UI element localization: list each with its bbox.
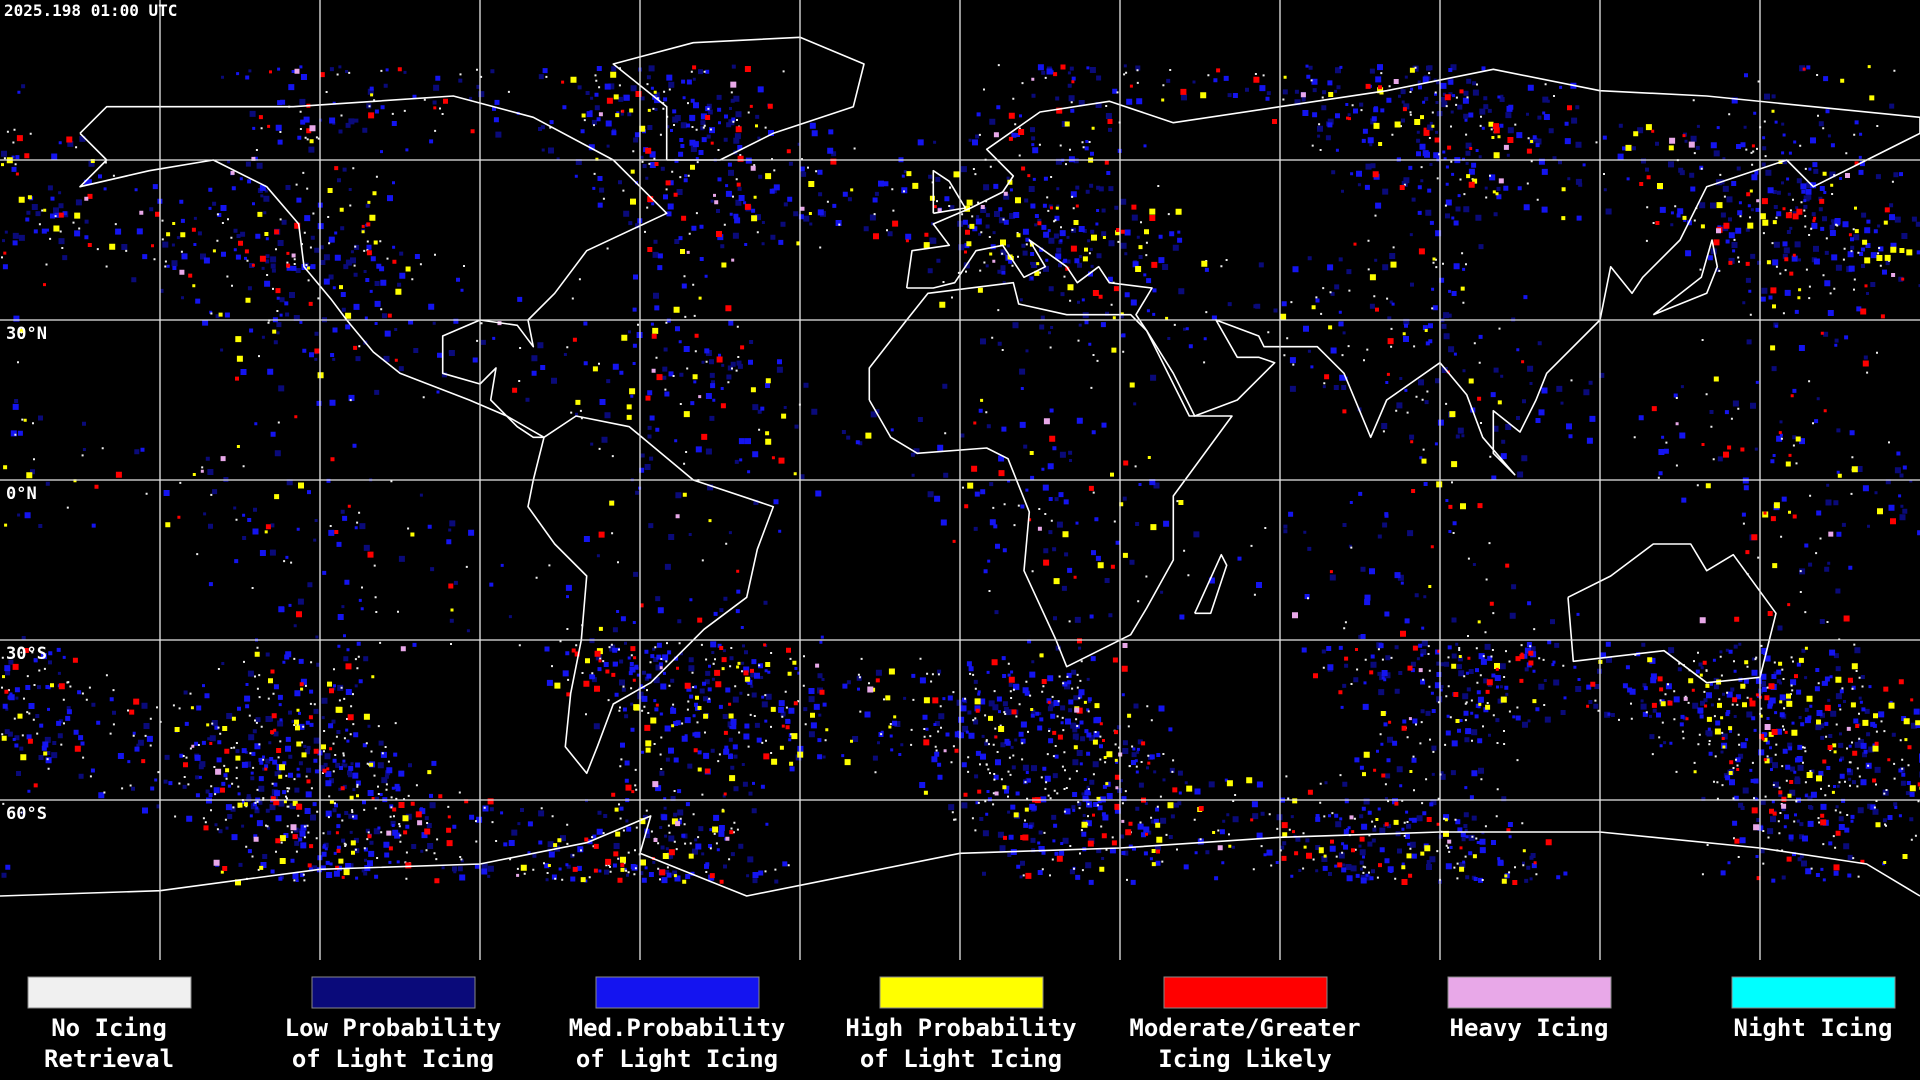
legend-label: Icing Likely — [1158, 1045, 1331, 1073]
coastline — [905, 68, 1920, 476]
coastline — [932, 169, 967, 215]
coastline — [868, 281, 1233, 668]
legend-swatch — [311, 976, 476, 1009]
legend-label: of Light Icing — [576, 1045, 778, 1073]
coastline — [0, 815, 1920, 897]
coastline — [1652, 239, 1719, 316]
legend-label: of Light Icing — [860, 1045, 1062, 1073]
timestamp: 2025.198 01:00 UTC — [4, 1, 177, 20]
legend-swatch — [595, 976, 760, 1009]
legend-label: Retrieval — [44, 1045, 174, 1073]
legend-label: Low Probability — [285, 1014, 502, 1042]
latitude-label: 30°N — [6, 324, 47, 344]
legend-label: Moderate/Greater — [1129, 1014, 1360, 1042]
legend-swatch — [27, 976, 192, 1009]
icing-speckles — [2, 64, 1920, 885]
legend-label: Night Icing — [1734, 1014, 1893, 1042]
legend-swatch — [879, 976, 1044, 1009]
latitude-labels: 30°N 0°N 30°S 60°S — [6, 324, 47, 824]
coastline — [1193, 553, 1228, 615]
icing-field — [1, 64, 1920, 886]
coastline — [527, 415, 775, 775]
legend-label: Med.Probability — [569, 1014, 786, 1042]
latitude-label: 0°N — [6, 484, 37, 504]
latitude-label: 30°S — [6, 644, 47, 664]
coastlines — [0, 36, 1920, 897]
legend: No Icing Retrieval Low Probability of Light… — [27, 976, 1896, 1073]
latitude-label: 60°S — [6, 804, 47, 824]
legend-swatch — [1163, 976, 1328, 1009]
coastline — [1567, 543, 1777, 684]
legend-label: High Probability — [845, 1014, 1076, 1042]
legend-label: Heavy Icing — [1450, 1014, 1609, 1042]
legend-label: No Icing — [51, 1014, 167, 1042]
graticule — [0, 0, 1920, 960]
coastline — [79, 95, 668, 439]
legend-swatch — [1731, 976, 1896, 1009]
legend-label: of Light Icing — [292, 1045, 494, 1073]
legend-swatch — [1447, 976, 1612, 1009]
